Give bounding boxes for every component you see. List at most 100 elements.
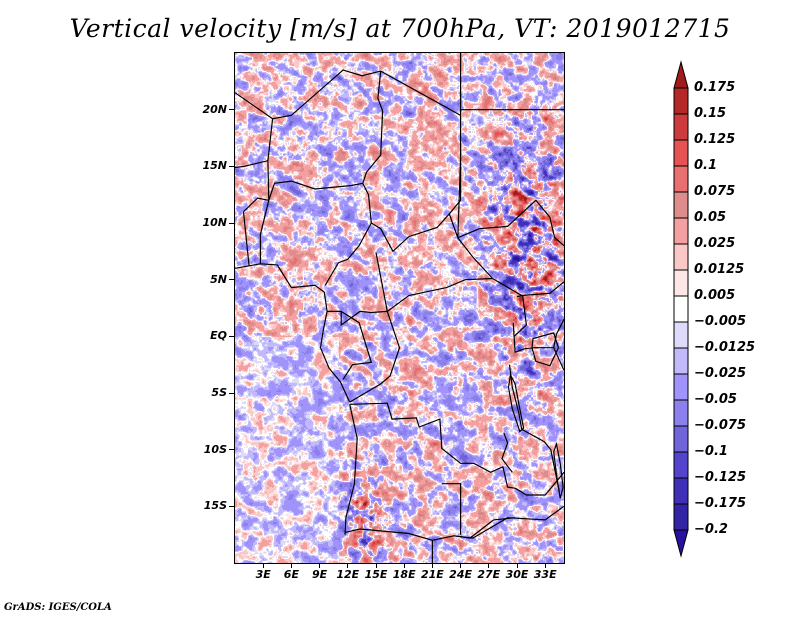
x-tick-label: 24E [449, 568, 472, 581]
x-tick [262, 563, 264, 568]
y-tick-label: 20N [202, 102, 227, 116]
country-border [259, 200, 270, 264]
lake-outline [531, 332, 560, 367]
y-tick-label: 5S [211, 386, 227, 399]
country-border [324, 183, 372, 286]
y-tick [229, 449, 235, 451]
country-border [349, 311, 401, 403]
country-border [344, 517, 516, 541]
vertical-velocity-field [235, 53, 564, 563]
colorbar-swatch [673, 243, 689, 271]
colorbar-swatch [673, 165, 689, 193]
x-tick [403, 563, 405, 568]
country-border [268, 180, 363, 201]
colorbar-swatch [673, 451, 689, 479]
y-tick [229, 279, 235, 281]
lake-outline [507, 372, 525, 433]
x-tick-label: 9E [312, 568, 328, 581]
country-border [344, 404, 358, 535]
colorbar-swatch [673, 425, 689, 453]
country-border [370, 157, 462, 253]
colorbar-swatch [673, 399, 689, 427]
x-tick [544, 563, 546, 568]
y-tick-label: 15S [203, 499, 227, 513]
country-border [512, 322, 554, 354]
y-tick [229, 392, 235, 394]
y-tick [229, 505, 235, 507]
country-border [243, 160, 270, 213]
x-tick [347, 563, 349, 568]
colorbar [673, 60, 689, 558]
country-border [340, 310, 373, 380]
country-border [457, 199, 564, 247]
colorbar-swatch [673, 269, 689, 297]
x-tick-label: 12E [336, 568, 360, 581]
y-tick-label: 15N [202, 159, 227, 173]
x-tick [375, 563, 377, 568]
colorbar-swatch [673, 477, 689, 505]
y-tick-label: 5N [210, 272, 227, 286]
colorbar-swatch [673, 373, 689, 401]
country-border [242, 211, 250, 267]
x-tick-label: 15E [364, 568, 388, 581]
y-tick-label: 10S [203, 442, 227, 456]
colorbar-swatch [673, 347, 689, 375]
country-border [235, 263, 325, 293]
colorbar-label: −0.125 [694, 470, 747, 485]
x-tick-label: 3E [255, 568, 271, 581]
country-boundaries [235, 53, 564, 563]
country-border [319, 292, 351, 403]
country-border [375, 252, 493, 313]
lake-outline [553, 441, 564, 499]
x-tick [319, 563, 321, 568]
x-tick-label: 27E [477, 568, 501, 581]
footer-credit: GrADS: IGES/COLA [4, 602, 112, 613]
country-border [514, 471, 564, 496]
country-border [441, 483, 462, 535]
country-border [453, 505, 564, 539]
x-tick [460, 563, 462, 568]
colorbar-label: −0.175 [694, 496, 747, 511]
colorbar-label: 0.025 [694, 236, 736, 251]
x-tick [431, 563, 433, 568]
x-tick-label: 18E [392, 568, 416, 581]
y-tick-label: 10N [202, 216, 227, 229]
country-border [362, 71, 384, 184]
x-tick [290, 563, 292, 568]
y-tick [229, 165, 235, 167]
country-border [513, 294, 528, 337]
colorbar-label: −0.1 [694, 444, 728, 459]
x-tick-label: 6E [283, 568, 299, 581]
country-border [553, 319, 564, 371]
country-border [327, 310, 388, 327]
colorbar-extend-max [673, 60, 689, 89]
country-border [349, 402, 516, 489]
colorbar-label: −0.05 [694, 392, 737, 407]
colorbar-label: −0.0125 [694, 340, 756, 355]
colorbar-label: −0.075 [694, 418, 747, 433]
colorbar-label: 0.005 [694, 288, 736, 303]
colorbar-swatch [673, 217, 689, 245]
country-border [235, 118, 274, 169]
chart-title: Vertical velocity [m/s] at 700hPa, VT: 2… [69, 14, 731, 43]
colorbar-label: 0.175 [694, 80, 736, 95]
country-border [457, 237, 494, 279]
y-tick [229, 109, 235, 111]
colorbar-label: 0.0125 [694, 262, 745, 277]
colorbar-swatch [673, 113, 689, 141]
colorbar-extend-min [673, 529, 689, 558]
colorbar-swatch [673, 191, 689, 219]
colorbar-label: 0.125 [694, 132, 736, 147]
y-tick [229, 222, 235, 224]
map-plot-area [235, 53, 564, 563]
colorbar-swatch [673, 503, 689, 531]
y-tick [229, 335, 235, 337]
colorbar-swatch [673, 139, 689, 167]
colorbar-label: 0.05 [694, 210, 727, 225]
country-border [448, 157, 462, 215]
country-border [235, 69, 462, 158]
x-tick [488, 563, 490, 568]
colorbar-label: −0.025 [694, 366, 747, 381]
x-tick-label: 21E [420, 568, 444, 581]
colorbar-swatch [673, 295, 689, 323]
